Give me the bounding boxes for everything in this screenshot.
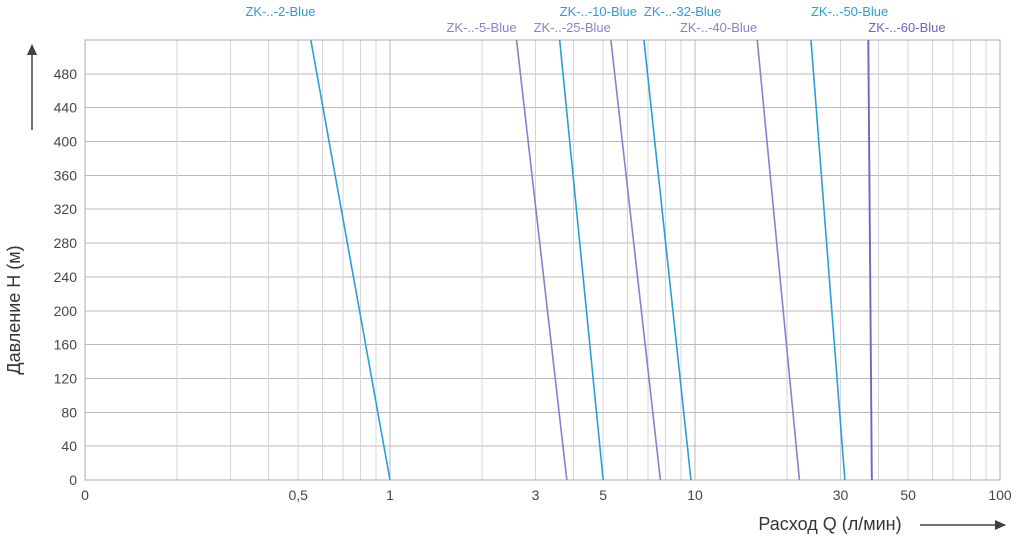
y-tick-label: 280 xyxy=(54,235,78,251)
x-tick-label: 100 xyxy=(988,487,1012,503)
y-tick-label: 480 xyxy=(54,66,78,82)
chart-root: 0 40 80 120 160 200 240 280 320 360 400 440 480 0 0,5 1… xyxy=(0,0,1027,551)
x-tick-label: 1 xyxy=(386,487,394,503)
y-tick-label: 440 xyxy=(54,100,78,116)
y-tick-label: 40 xyxy=(61,438,77,454)
y-tick-label: 120 xyxy=(54,370,78,386)
y-tick-label: 320 xyxy=(54,201,78,217)
series-label-zk-60: ZK-..-60-Blue xyxy=(868,20,945,35)
series-label-zk-50: ZK-..-50-Blue xyxy=(811,4,888,19)
x-axis-title: Расход Q (л/мин) xyxy=(758,514,901,534)
x-tick-label: 3 xyxy=(532,487,540,503)
series-label-zk-40: ZK-..-40-Blue xyxy=(680,20,757,35)
series-label-zk-25: ZK-..-25-Blue xyxy=(534,20,611,35)
y-axis-arrow-icon xyxy=(27,44,37,55)
chart-svg: 0 40 80 120 160 200 240 280 320 360 400 440 480 0 0,5 1… xyxy=(0,0,1027,551)
y-tick-label: 360 xyxy=(54,167,78,183)
x-tick-label: 30 xyxy=(833,487,849,503)
x-tick-label: 50 xyxy=(900,487,916,503)
y-tick-label: 200 xyxy=(54,303,78,319)
y-tick-label: 0 xyxy=(69,472,77,488)
x-axis-arrow-icon xyxy=(995,520,1006,530)
series-label-zk-10: ZK-..-10-Blue xyxy=(560,4,637,19)
y-tick-label: 160 xyxy=(54,337,78,353)
y-axis-title: Давление H (м) xyxy=(4,245,24,374)
y-tick-label: 400 xyxy=(54,134,78,150)
x-tick-label: 0 xyxy=(81,487,89,503)
series-label-zk-5: ZK-..-5-Blue xyxy=(446,20,516,35)
y-tick-label: 80 xyxy=(61,404,77,420)
x-tick-label: 0,5 xyxy=(288,487,308,503)
x-tick-label: 10 xyxy=(687,487,703,503)
series-label-zk-2: ZK-..-2-Blue xyxy=(245,4,315,19)
series-label-zk-32: ZK-..-32-Blue xyxy=(644,4,721,19)
x-tick-label: 5 xyxy=(599,487,607,503)
y-tick-label: 240 xyxy=(54,269,78,285)
